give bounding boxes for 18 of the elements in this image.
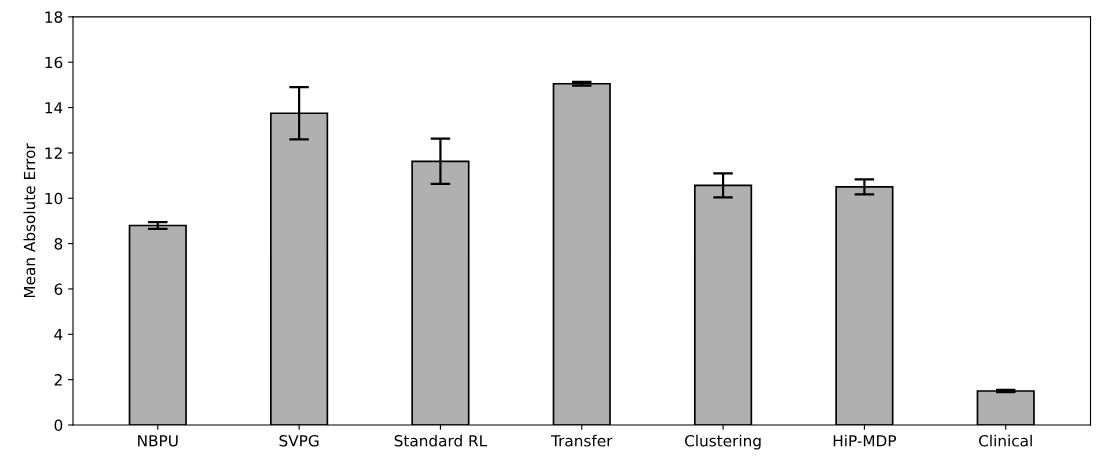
x-tick-label: Transfer xyxy=(551,434,613,447)
y-tick-label: 2 xyxy=(54,374,62,386)
x-tick-label: Clustering xyxy=(685,434,761,450)
x-tick-label: NBPU xyxy=(138,435,178,447)
y-tick-label: 12 xyxy=(45,147,62,159)
y-tick-label: 6 xyxy=(54,283,63,295)
x-tick-label: SVPG xyxy=(279,434,319,447)
y-tick-label: 14 xyxy=(45,102,63,114)
y-tick-label: 0 xyxy=(54,419,63,432)
y-tick-label: 10 xyxy=(45,192,63,205)
x-tick-label: Standard RL xyxy=(394,434,488,447)
y-tick-label: 8 xyxy=(54,238,63,250)
y-tick-label: 4 xyxy=(54,328,63,341)
y-tick-label: 18 xyxy=(45,11,63,23)
y-tick-label: 16 xyxy=(45,56,63,69)
y-axis-title: Mean Absolute Error xyxy=(23,143,36,298)
x-tick-label: HiP-MDP xyxy=(833,434,897,447)
x-tick-label: Clinical xyxy=(979,434,1032,447)
